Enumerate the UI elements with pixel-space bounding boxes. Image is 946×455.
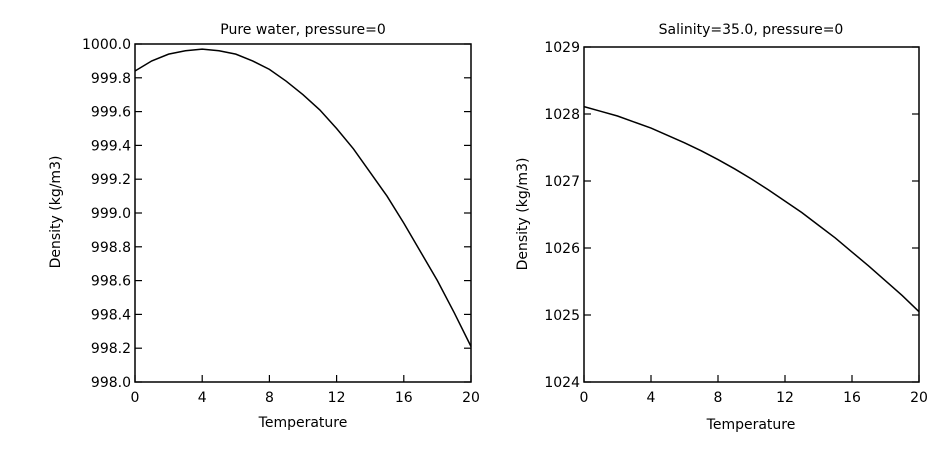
y-tick-label: 998.0 bbox=[91, 375, 131, 391]
x-axis-label: Temperature bbox=[706, 417, 796, 433]
x-tick-label: 8 bbox=[265, 390, 274, 406]
y-tick-label: 999.2 bbox=[91, 172, 131, 188]
plot-frame bbox=[583, 46, 920, 383]
y-tick-label: 999.6 bbox=[91, 105, 131, 121]
chart-title: Pure water, pressure=0 bbox=[220, 22, 385, 38]
y-tick-label: 998.2 bbox=[91, 341, 131, 357]
x-tick-label: 4 bbox=[198, 390, 207, 406]
y-tick-label: 998.4 bbox=[91, 307, 131, 323]
y-tick-label: 1025 bbox=[544, 308, 580, 324]
y-axis-label: Density (kg/m3) bbox=[515, 158, 531, 271]
x-tick-label: 12 bbox=[328, 390, 346, 406]
x-axis-label: Temperature bbox=[258, 415, 348, 431]
x-tick-label: 4 bbox=[647, 390, 656, 406]
x-tick-label: 20 bbox=[910, 390, 928, 406]
y-tick-label: 998.6 bbox=[91, 274, 131, 290]
y-tick-label: 1026 bbox=[544, 241, 580, 257]
x-tick-label: 20 bbox=[462, 390, 480, 406]
y-tick-label: 999.0 bbox=[91, 206, 131, 222]
x-tick-label: 16 bbox=[395, 390, 413, 406]
y-tick-label: 1028 bbox=[544, 107, 580, 123]
x-tick-label: 8 bbox=[714, 390, 723, 406]
y-tick-label: 999.4 bbox=[91, 138, 131, 154]
y-tick-label: 1027 bbox=[544, 174, 580, 190]
chart-title: Salinity=35.0, pressure=0 bbox=[659, 22, 844, 38]
y-ticks: 998.0 998.2 998.4 998.6 998.8 999.0 999.2 999.4… bbox=[82, 37, 471, 391]
y-tick-label: 1024 bbox=[544, 375, 580, 391]
density-curve bbox=[134, 48, 472, 347]
x-tick-label: 16 bbox=[843, 390, 861, 406]
chart-salinity: Salinity=35.0, pressure=0 Temperature De… bbox=[515, 22, 928, 433]
y-tick-label: 1000.0 bbox=[82, 37, 131, 53]
y-tick-label: 999.8 bbox=[91, 71, 131, 87]
x-tick-label: 12 bbox=[776, 390, 794, 406]
x-tick-label: 0 bbox=[580, 390, 589, 406]
x-tick-label: 0 bbox=[131, 390, 140, 406]
x-ticks: 0 4 8 12 16 20 bbox=[131, 375, 480, 406]
y-tick-label: 998.8 bbox=[91, 240, 131, 256]
y-ticks: 1024 1025 1026 1027 1028 1029 bbox=[544, 40, 919, 391]
x-ticks: 0 4 8 12 16 20 bbox=[580, 375, 928, 406]
density-curve bbox=[583, 105, 920, 313]
y-tick-label: 1029 bbox=[544, 40, 580, 56]
y-axis-label: Density (kg/m3) bbox=[48, 156, 64, 269]
chart-pure-water: Pure water, pressure=0 Temperature Densi… bbox=[48, 22, 480, 431]
